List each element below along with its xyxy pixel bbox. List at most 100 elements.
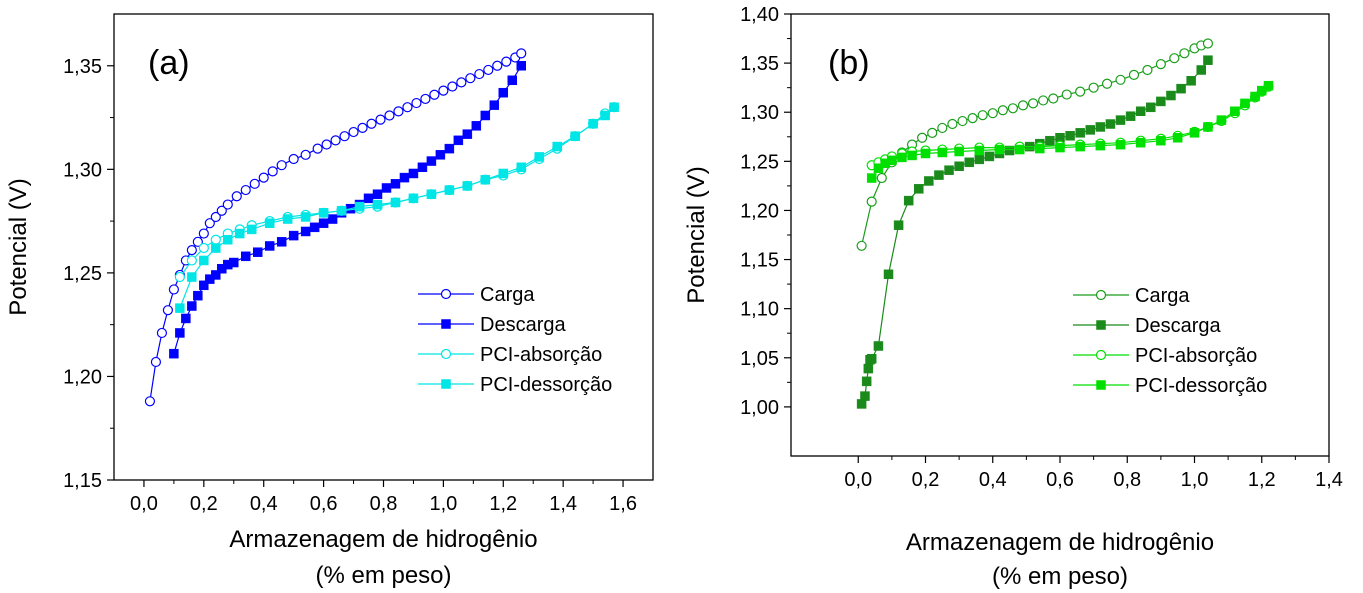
data-point <box>534 152 544 162</box>
data-point <box>222 199 233 210</box>
data-point <box>920 148 931 159</box>
data-point <box>187 272 197 282</box>
x-tick-label: 0,8 <box>1113 469 1141 491</box>
series-line <box>871 85 1269 179</box>
data-point <box>1075 86 1086 97</box>
data-point <box>1115 139 1126 150</box>
data-point <box>211 243 221 253</box>
legend-marker <box>441 379 451 389</box>
data-point <box>866 354 877 364</box>
data-point <box>241 251 251 262</box>
data-point <box>435 150 446 160</box>
data-point <box>223 235 233 245</box>
data-point <box>402 102 413 113</box>
x-tick-label: 0,4 <box>979 469 1007 491</box>
y-tick-label: 1,20 <box>63 366 102 388</box>
data-point <box>954 146 964 157</box>
x-axis-label: Armazenagem de hidrogênio <box>229 526 537 553</box>
x-tick-label: 0,8 <box>370 493 398 515</box>
data-point <box>175 303 185 313</box>
data-point <box>1203 122 1213 132</box>
data-point <box>480 110 491 121</box>
data-point <box>144 396 156 407</box>
data-point <box>1186 76 1196 86</box>
y-tick-label: 1,25 <box>740 151 779 173</box>
data-point <box>444 185 455 195</box>
y-tick-label: 1,15 <box>63 470 102 492</box>
data-point <box>235 228 245 239</box>
data-point <box>372 199 383 210</box>
data-point <box>501 56 512 67</box>
data-point <box>861 376 872 387</box>
data-point <box>1055 142 1065 153</box>
legend-label: PCI-dessorção <box>480 374 612 396</box>
data-point <box>462 181 473 191</box>
data-point <box>1189 128 1200 138</box>
data-point <box>984 151 995 162</box>
data-point <box>399 172 410 183</box>
data-point <box>483 64 494 76</box>
data-point <box>552 141 562 152</box>
y-tick-label: 1,20 <box>740 200 779 222</box>
data-point <box>887 155 897 166</box>
y-axis-label: Potencial (V) <box>5 178 32 315</box>
data-point <box>426 189 437 199</box>
data-point <box>411 97 422 109</box>
data-point <box>600 110 610 121</box>
x-tick-label: 0,0 <box>130 493 158 515</box>
data-point <box>1004 145 1015 156</box>
panel-label: (a) <box>148 44 190 82</box>
data-point <box>381 183 392 193</box>
x-tick-label: 1,6 <box>609 493 637 515</box>
data-point <box>181 313 191 324</box>
data-point <box>516 162 526 173</box>
data-point <box>300 212 311 222</box>
data-point <box>174 271 185 283</box>
data-point <box>489 100 500 110</box>
data-point <box>1088 82 1099 93</box>
legend-label: PCI-dessorção <box>1135 375 1267 397</box>
data-point <box>1240 98 1250 109</box>
series-3 <box>866 80 1274 183</box>
y-tick-label: 1,15 <box>740 250 779 272</box>
data-point <box>974 154 985 165</box>
data-point <box>1061 89 1072 100</box>
data-point <box>1115 115 1126 125</box>
data-point <box>258 172 269 183</box>
data-point <box>453 135 464 146</box>
data-point <box>1169 53 1180 64</box>
series-1 <box>169 61 526 359</box>
data-point <box>1156 96 1166 107</box>
data-point <box>192 236 203 247</box>
data-point <box>954 161 964 171</box>
data-point <box>231 191 242 202</box>
data-point <box>186 245 197 256</box>
x-axis-label-unit: (% em peso) <box>315 562 451 589</box>
series-0 <box>144 48 527 407</box>
legend-marker <box>1095 289 1107 301</box>
data-point <box>276 160 287 171</box>
data-point <box>964 157 974 168</box>
y-tick-label: 1,30 <box>63 159 102 181</box>
data-point <box>474 68 485 80</box>
data-point <box>408 193 419 204</box>
x-axis-label-unit: (% em peso) <box>992 563 1128 590</box>
data-point <box>917 132 928 143</box>
data-point <box>150 356 162 368</box>
data-point <box>162 305 173 316</box>
data-point <box>997 105 1008 116</box>
y-tick-label: 1,00 <box>740 397 779 419</box>
x-tick-label: 0,0 <box>844 469 872 491</box>
data-point <box>883 269 894 280</box>
x-tick-label: 0,6 <box>310 493 338 515</box>
data-point <box>1128 69 1140 80</box>
y-tick-label: 1,40 <box>740 4 779 26</box>
data-point <box>866 173 877 183</box>
data-point <box>462 129 473 139</box>
panel-label: (b) <box>828 44 870 82</box>
data-point <box>907 150 917 161</box>
data-point <box>471 121 482 131</box>
y-tick-label: 1,10 <box>740 299 779 321</box>
data-point <box>198 242 209 254</box>
